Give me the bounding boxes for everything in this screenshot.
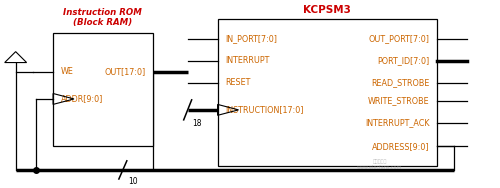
Text: 电子发烧友
www.elecfans.com: 电子发烧友 www.elecfans.com (357, 159, 403, 170)
Text: WE: WE (60, 67, 74, 76)
Text: OUT_PORT[7:0]: OUT_PORT[7:0] (368, 34, 430, 43)
Text: ADDRESS[9:0]: ADDRESS[9:0] (372, 142, 430, 151)
Text: 10: 10 (128, 177, 138, 186)
Text: INTERRUPT_ACK: INTERRUPT_ACK (365, 118, 430, 127)
Text: INTERRUPT: INTERRUPT (225, 56, 270, 65)
Text: INSTRUCTION[17:0]: INSTRUCTION[17:0] (225, 105, 304, 114)
Text: 18: 18 (192, 119, 202, 128)
Text: RESET: RESET (225, 78, 250, 87)
Text: KCPSM3: KCPSM3 (304, 5, 351, 15)
Text: IN_PORT[7:0]: IN_PORT[7:0] (225, 34, 277, 43)
Text: WRITE_STROBE: WRITE_STROBE (368, 96, 430, 105)
Bar (218, 19, 437, 166)
Text: Instruction ROM
(Block RAM): Instruction ROM (Block RAM) (64, 8, 142, 27)
Text: ADDR[9:0]: ADDR[9:0] (60, 94, 103, 103)
Bar (53, 33, 153, 146)
Text: OUT[17:0]: OUT[17:0] (104, 67, 146, 76)
Text: PORT_ID[7:0]: PORT_ID[7:0] (378, 56, 430, 65)
Text: READ_STROBE: READ_STROBE (371, 78, 430, 87)
